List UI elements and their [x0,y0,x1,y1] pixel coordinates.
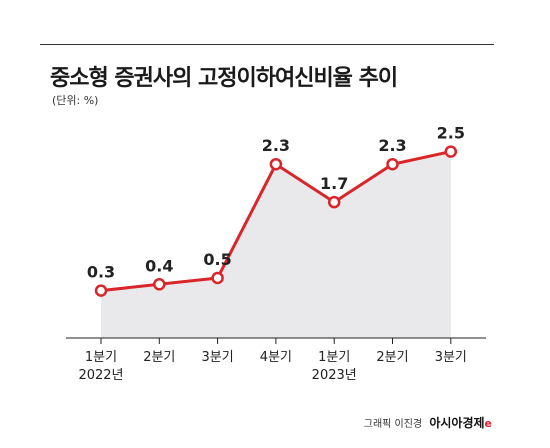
data-point [444,145,458,158]
data-label: 2.3 [262,136,290,155]
category-label: 3분기 [201,350,233,365]
category-label: 3분기 [435,350,467,365]
credit-text: 그래픽 이진경 [363,419,423,430]
data-point [386,157,399,171]
data-point [211,271,224,285]
data-label: 1.7 [320,174,348,193]
data-point [269,157,283,171]
year-label: 2022년 [78,368,123,383]
unit-label: (단위: %) [52,94,99,107]
category-label: 1분기 [85,350,117,365]
chart-title: 중소형 증권사의 고정이하여신비율 추이 [50,66,398,91]
category-label: 4분기 [260,350,292,365]
category-labels: 1분기 2022년 2분기 3분기 4분기 1분기 2023년 2분기 3분기 [78,350,466,383]
category-label: 2분기 [143,350,175,365]
data-point [94,284,108,297]
data-label: 0.3 [87,263,115,282]
brand-logo: 아시아경제 [429,416,485,430]
data-label: 2.3 [378,136,406,155]
data-points [94,145,458,297]
data-label: 0.4 [145,256,173,275]
data-labels: 0.3 0.4 0.5 2.3 1.7 2.3 2.5 [87,124,465,282]
data-label: 2.5 [437,124,465,143]
data-point [327,195,341,209]
category-label: 1분기 [318,350,350,365]
credit: 그래픽 이진경 아시아경제e [364,414,492,431]
data-point [153,278,166,291]
area-fill [101,151,451,338]
x-ticks [100,338,452,344]
brand-mark: e [484,417,492,430]
year-label: 2023년 [312,368,357,383]
category-label: 2분기 [376,350,408,365]
data-label: 0.5 [203,250,231,269]
top-rule [40,44,494,45]
